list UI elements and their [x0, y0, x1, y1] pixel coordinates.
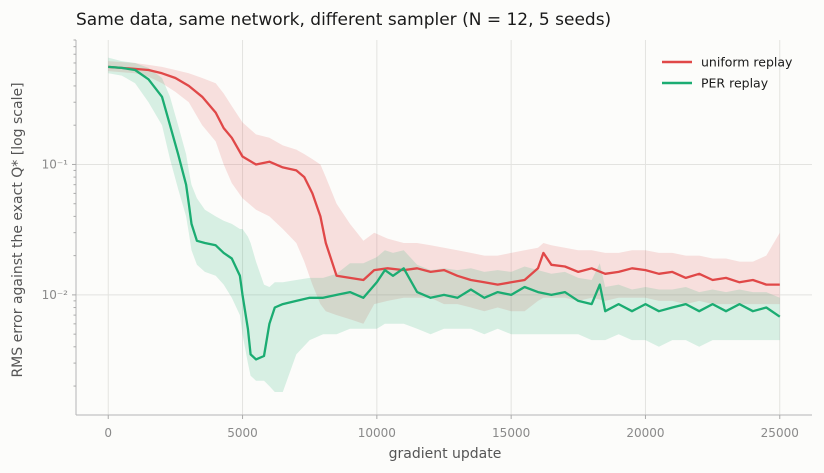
legend: uniform replay PER replay	[662, 55, 793, 91]
y-axis-label: RMS error against the exact Q* [log scal…	[10, 82, 26, 377]
x-tick-label: 10000	[358, 426, 396, 440]
x-ticks: 0 5000 10000 15000 20000 25000	[104, 415, 799, 440]
x-tick-label: 5000	[227, 426, 258, 440]
x-tick-label: 0	[104, 426, 112, 440]
line-per-replay	[108, 65, 781, 361]
confidence-bands	[108, 57, 780, 392]
chart-title: Same data, same network, different sampl…	[76, 10, 611, 30]
legend-label-uniform: uniform replay	[701, 55, 793, 70]
x-tick-label: 20000	[626, 426, 664, 440]
line-uniform-replay	[108, 65, 780, 286]
x-tick-label: 15000	[492, 426, 530, 440]
y-ticks: 10⁻¹ 10⁻²	[42, 39, 76, 387]
grid	[76, 40, 812, 415]
legend-label-per: PER replay	[701, 76, 769, 91]
x-axis-label: gradient update	[389, 446, 502, 462]
y-tick-label: 10⁻¹	[42, 157, 69, 171]
series-lines	[108, 65, 781, 361]
band-uniform-replay	[108, 61, 780, 324]
y-tick-label: 10⁻²	[42, 288, 69, 302]
x-tick-label: 25000	[761, 426, 799, 440]
